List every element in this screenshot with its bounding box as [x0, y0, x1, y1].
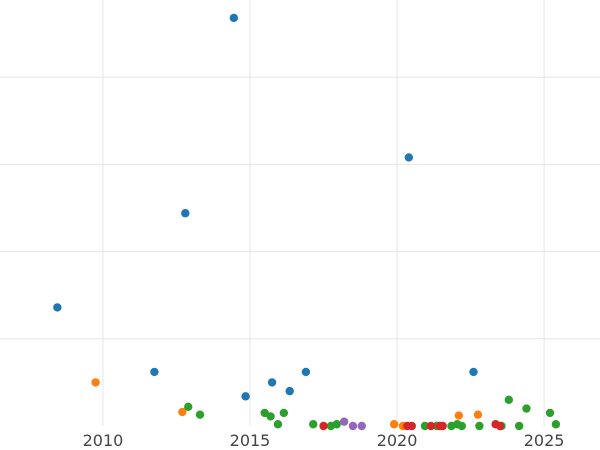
data-point-series-4 [407, 421, 416, 431]
data-point-series-4 [426, 421, 436, 431]
data-point-series-2 [91, 378, 100, 387]
data-point-series-3 [522, 404, 531, 413]
x-tick-labels: 2010 2015 2020 2025 [83, 431, 565, 450]
data-point-series-2 [178, 407, 187, 417]
data-point-series-1 [469, 367, 478, 377]
data-point-series-1 [285, 386, 294, 396]
data-point-series-3 [551, 420, 561, 429]
data-point-series-2 [473, 410, 483, 419]
data-point-series-3 [514, 421, 524, 431]
data-point-series-1 [53, 303, 62, 312]
data-point-series-5 [348, 421, 358, 431]
data-point-series-4 [438, 421, 447, 431]
data-point-series-4 [319, 421, 328, 431]
data-point-series-3 [475, 421, 484, 431]
data-point-series-2 [389, 420, 399, 429]
data-point-series-2 [454, 411, 464, 420]
data-point-series-3 [332, 420, 341, 429]
data-point-series-4 [495, 421, 505, 431]
y-gridlines [0, 76, 600, 340]
x-gridlines [102, 0, 545, 426]
data-point-series-3 [545, 408, 555, 418]
data-point-series-1 [404, 153, 414, 162]
data-point-series-5 [339, 417, 349, 426]
data-points [53, 13, 561, 431]
data-point-series-3 [273, 420, 283, 429]
data-point-series-1 [301, 367, 311, 377]
data-point-series-3 [184, 402, 193, 412]
data-point-series-3 [504, 395, 514, 405]
data-point-series-1 [150, 367, 159, 377]
data-point-series-1 [181, 209, 190, 218]
x-tick-label: 2025 [524, 431, 565, 450]
data-point-series-3 [420, 421, 430, 431]
data-point-series-1 [241, 392, 250, 401]
x-tick-label: 2010 [83, 431, 124, 450]
data-point-series-3 [457, 421, 466, 431]
data-point-series-5 [357, 421, 366, 431]
data-point-series-3 [195, 410, 205, 419]
data-point-series-3 [309, 420, 318, 429]
x-tick-label: 2020 [377, 431, 418, 450]
data-point-series-3 [279, 408, 289, 418]
data-point-series-1 [229, 13, 239, 23]
data-point-series-1 [267, 378, 277, 387]
data-point-series-3 [266, 412, 275, 421]
x-tick-label: 2015 [230, 431, 271, 450]
